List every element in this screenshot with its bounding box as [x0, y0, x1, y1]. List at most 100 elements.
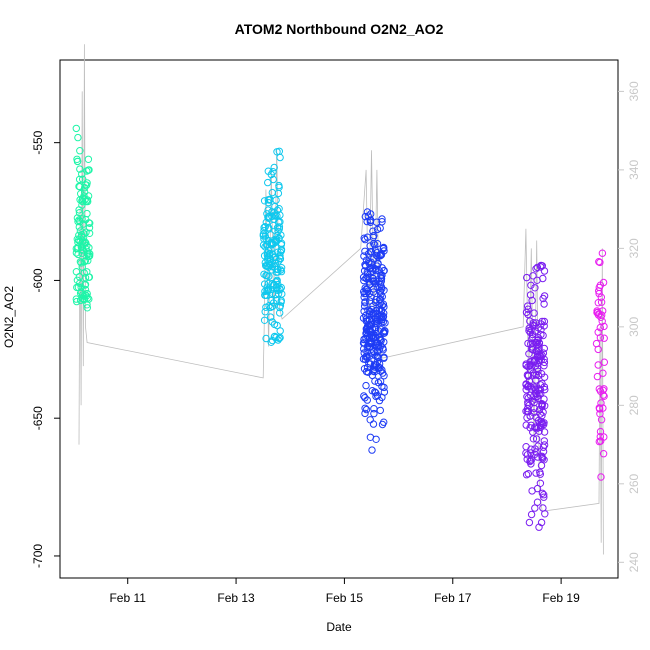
data-point: [276, 333, 284, 342]
data-point: [365, 327, 374, 335]
data-point: [374, 353, 382, 361]
data-point: [76, 217, 84, 226]
data-point: [378, 271, 386, 279]
data-point: [534, 453, 542, 461]
data-point: [364, 273, 372, 282]
data-point: [272, 255, 280, 264]
y-axis-right: 240 260 280 300 320 340 360: [618, 81, 641, 572]
data-point: [73, 157, 82, 166]
data-point: [532, 469, 540, 477]
data-point: [374, 253, 382, 261]
data-point: [276, 303, 284, 312]
data-point: [373, 342, 381, 350]
data-point: [81, 291, 89, 299]
data-point: [276, 248, 285, 257]
data-point: [526, 456, 535, 465]
data-point: [376, 377, 385, 385]
data-point: [531, 284, 539, 292]
data-point: [276, 252, 284, 260]
data-point: [84, 155, 93, 164]
data-point: [594, 311, 603, 319]
data-point: [275, 334, 283, 343]
data-point: [381, 327, 389, 335]
data-point: [370, 239, 378, 248]
data-point: [264, 167, 272, 175]
data-point: [366, 242, 374, 250]
data-point: [372, 435, 380, 443]
data-point: [273, 277, 281, 285]
data-point: [594, 345, 602, 354]
data-point: [264, 254, 272, 262]
data-point: [363, 217, 371, 226]
data-point: [540, 344, 548, 353]
data-point: [527, 385, 536, 393]
data-point: [540, 441, 549, 449]
data-point: [360, 293, 368, 301]
data-point: [369, 420, 378, 428]
data-point: [537, 330, 545, 339]
data-point: [74, 133, 82, 142]
data-point: [275, 183, 283, 192]
data-point: [74, 250, 82, 259]
data-point: [523, 455, 531, 463]
data-point: [539, 294, 547, 303]
x-tick-label: Feb 15: [326, 591, 364, 605]
data-point: [268, 318, 276, 326]
data-point: [379, 244, 388, 252]
data-points: [72, 124, 608, 531]
data-point: [85, 252, 94, 260]
data-point: [522, 381, 530, 389]
data-point: [538, 402, 546, 411]
data-point: [362, 289, 370, 298]
data-point: [359, 355, 368, 363]
data-point: [361, 409, 369, 418]
data-point: [522, 308, 531, 317]
data-point: [538, 452, 546, 460]
data-point: [73, 235, 82, 243]
data-point: [81, 280, 90, 289]
data-point: [526, 424, 534, 432]
data-point: [76, 289, 85, 297]
data-point: [538, 489, 547, 497]
x-axis-label: Date: [326, 620, 352, 634]
data-point: [379, 312, 388, 321]
data-point: [527, 510, 536, 519]
data-point: [267, 261, 275, 269]
data-point: [268, 188, 276, 197]
secondary-trace: [78, 44, 604, 555]
data-point: [366, 416, 374, 424]
data-point: [365, 334, 374, 342]
data-point: [524, 310, 532, 319]
data-point: [362, 381, 370, 390]
data-point: [529, 321, 537, 329]
data-point: [541, 510, 549, 518]
data-point: [375, 333, 383, 342]
data-point: [525, 518, 534, 527]
data-point: [76, 147, 84, 155]
data-point: [599, 404, 607, 412]
data-point: [266, 303, 275, 312]
data-point: [78, 291, 87, 299]
data-point: [72, 295, 81, 303]
data-point: [376, 295, 385, 303]
data-point: [365, 360, 373, 368]
data-point: [73, 283, 81, 292]
data-point: [380, 309, 388, 317]
data-point: [524, 339, 532, 348]
data-point: [369, 288, 378, 296]
y2-tick-label: 360: [627, 81, 641, 101]
data-point: [537, 421, 545, 430]
data-point: [361, 284, 369, 292]
data-point: [260, 316, 269, 324]
data-point: [365, 315, 374, 324]
data-point: [596, 258, 604, 267]
data-point: [272, 238, 280, 247]
data-point: [533, 364, 542, 372]
data-point: [276, 309, 284, 317]
y-tick-label: -700: [31, 544, 45, 568]
data-point: [594, 299, 602, 307]
data-point: [595, 287, 603, 295]
data-point: [596, 334, 605, 342]
data-point: [362, 405, 371, 414]
data-point: [595, 404, 603, 412]
